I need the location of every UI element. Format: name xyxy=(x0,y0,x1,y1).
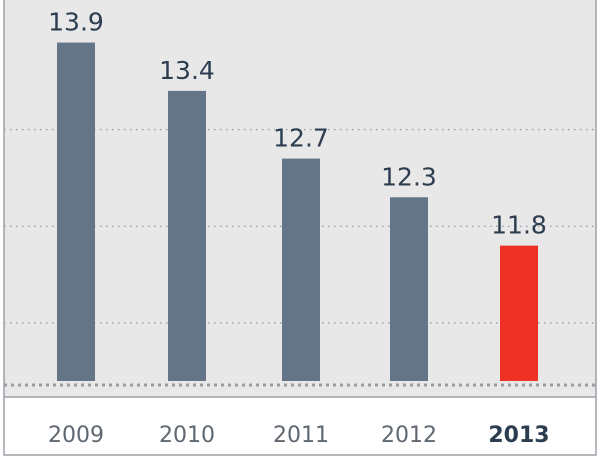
bar-2010 xyxy=(168,90,206,382)
bar-2009 xyxy=(57,42,95,382)
value-label-2011: 12.7 xyxy=(273,124,329,153)
chart-frame xyxy=(3,0,597,456)
value-label-2009: 13.9 xyxy=(48,8,104,37)
value-label-2013: 11.8 xyxy=(491,211,547,240)
x-tick-2013: 2013 xyxy=(488,423,549,448)
x-tick-2009: 2009 xyxy=(48,423,104,448)
bar-2011 xyxy=(282,158,320,381)
bars xyxy=(57,42,538,382)
x-axis-panel xyxy=(4,397,596,457)
x-tick-labels: 2009 2010 2011 2012 2013 xyxy=(48,423,550,448)
x-tick-2010: 2010 xyxy=(159,423,215,448)
value-label-2012: 12.3 xyxy=(381,162,437,191)
bar-2013 xyxy=(500,245,538,381)
gridlines xyxy=(4,128,596,387)
value-label-2010: 13.4 xyxy=(159,56,215,85)
bar-2012 xyxy=(390,197,428,381)
x-tick-2012: 2012 xyxy=(381,423,437,448)
value-labels: 13.9 13.4 12.7 12.3 11.8 xyxy=(48,8,547,240)
x-tick-2011: 2011 xyxy=(273,423,329,448)
